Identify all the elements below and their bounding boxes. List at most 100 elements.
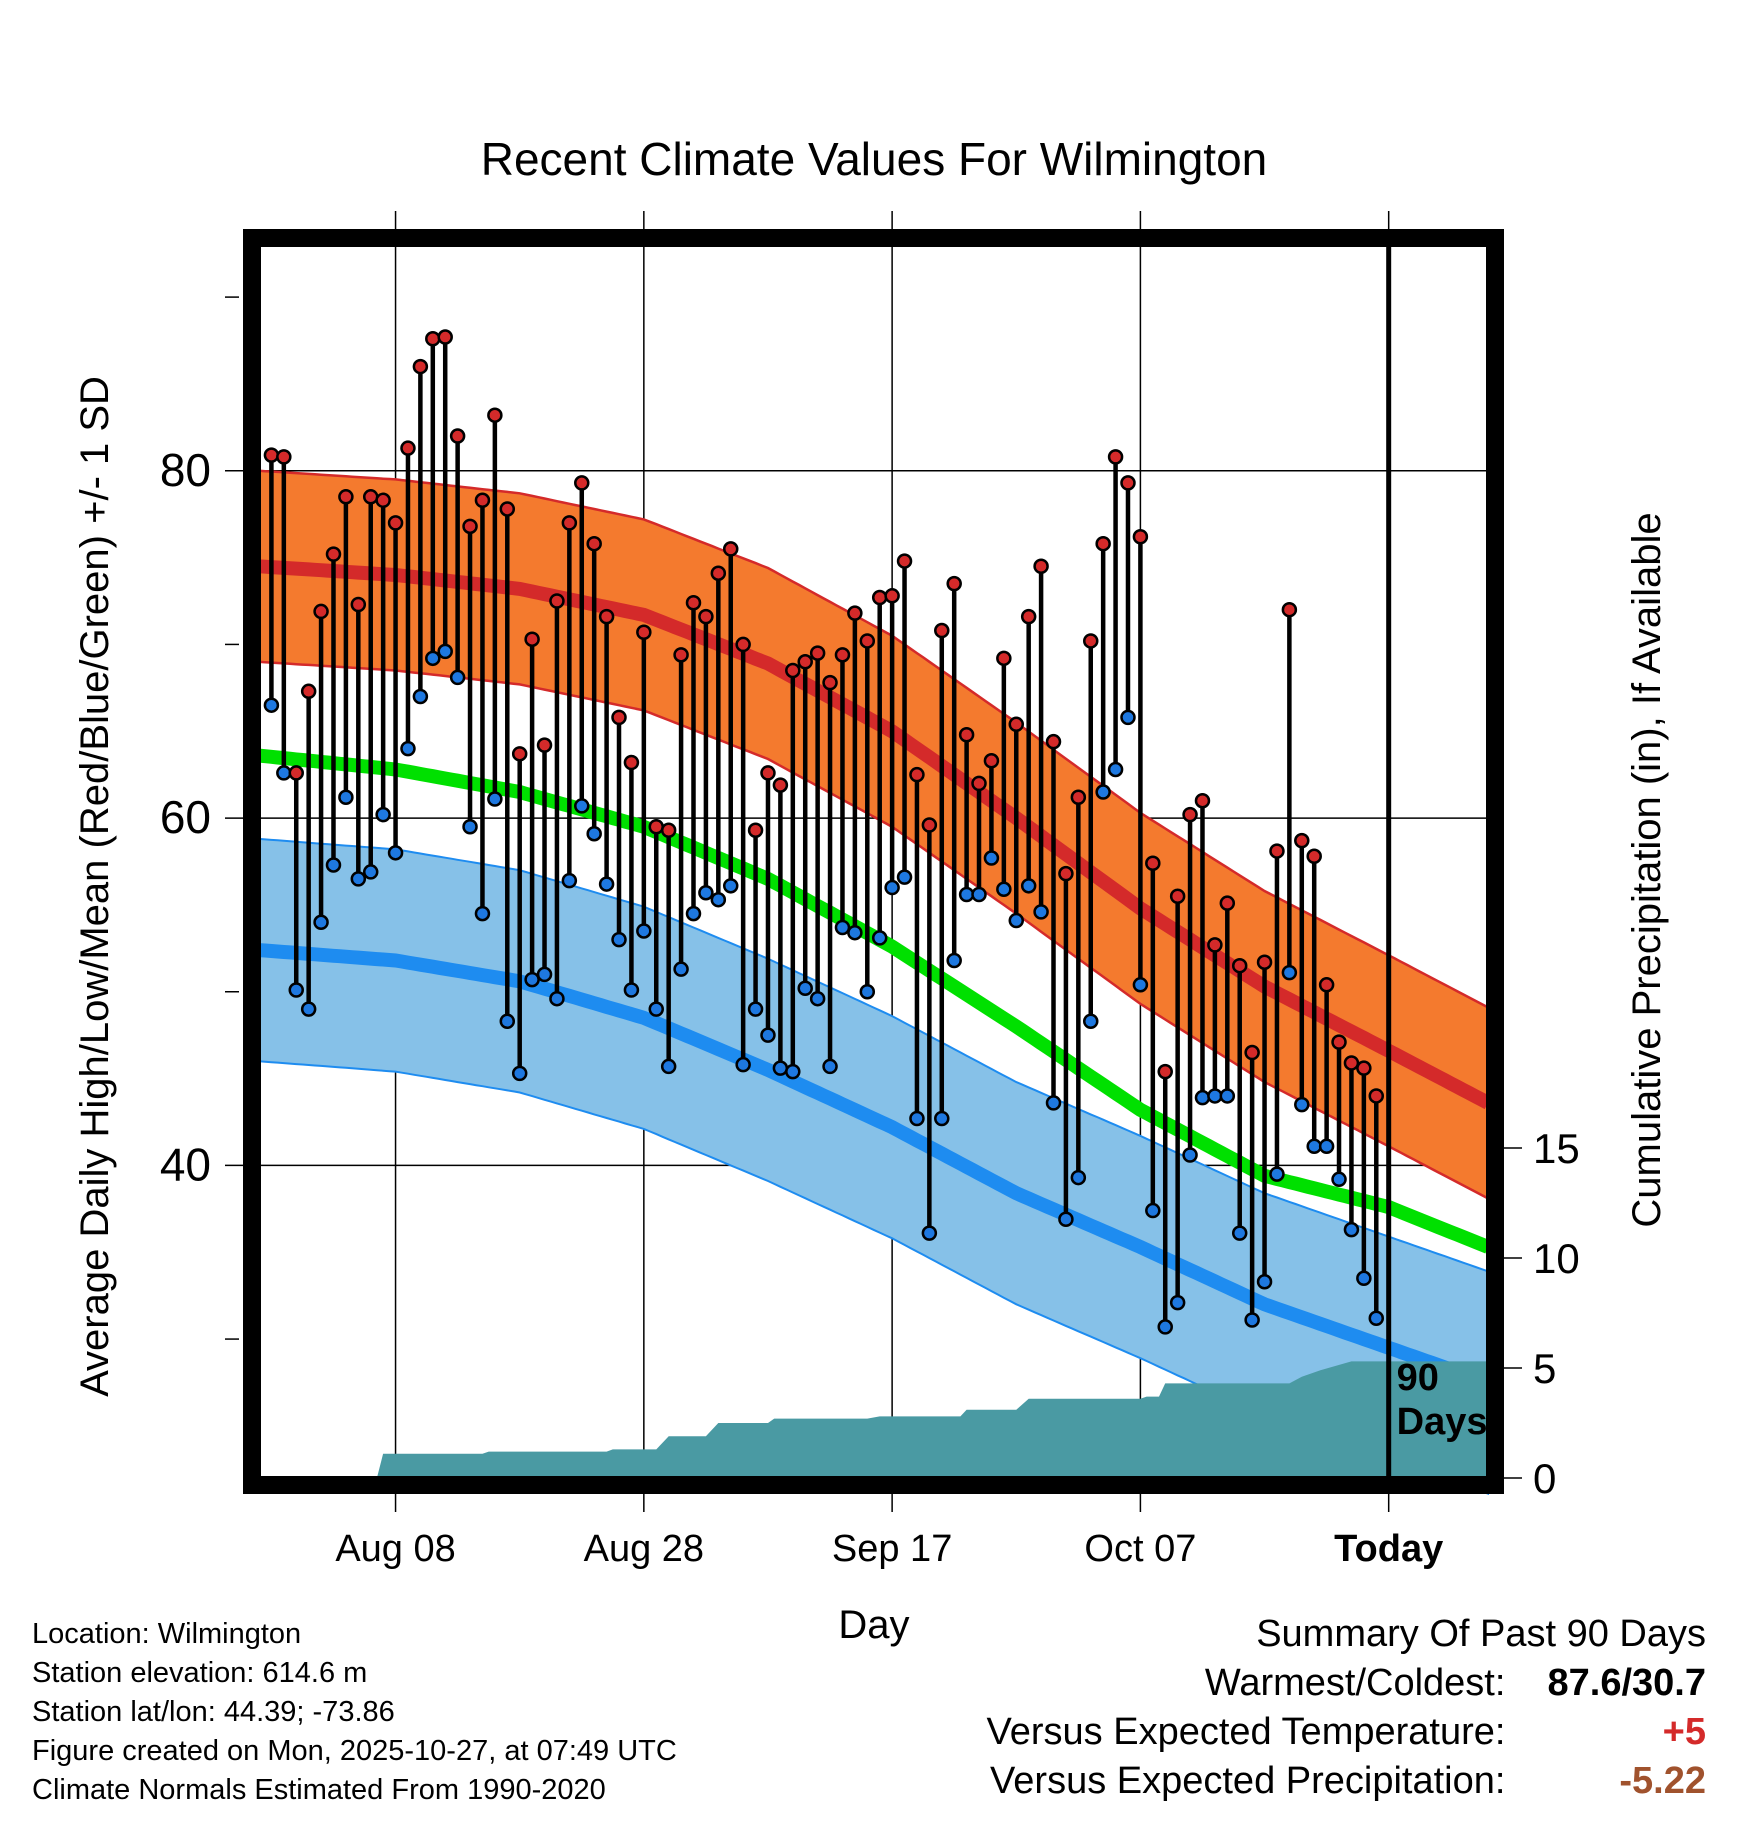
low-point bbox=[263, 697, 280, 713]
low-point bbox=[1194, 1089, 1211, 1106]
low-point bbox=[1008, 912, 1025, 929]
high-point bbox=[586, 535, 602, 552]
low-point bbox=[785, 1063, 801, 1080]
high-point bbox=[1107, 449, 1124, 465]
low-point bbox=[1343, 1221, 1360, 1238]
high-point bbox=[797, 654, 813, 670]
low-point bbox=[1368, 1310, 1385, 1326]
high-point bbox=[1207, 937, 1223, 953]
low-point bbox=[722, 878, 739, 894]
summary-precip-row: Versus Expected Precipitation: -5.22 bbox=[987, 1757, 1706, 1806]
low-point bbox=[536, 966, 553, 983]
low-point bbox=[1356, 1270, 1372, 1287]
high-point bbox=[971, 775, 987, 792]
y-axis-label-right: Cumulative Precipitation (in), If Availa… bbox=[1625, 512, 1669, 1227]
high-point bbox=[338, 489, 354, 505]
low-point bbox=[760, 1027, 776, 1043]
high-point bbox=[549, 593, 565, 609]
low-point bbox=[574, 798, 590, 814]
low-point bbox=[934, 1110, 950, 1127]
low-point bbox=[1318, 1138, 1335, 1155]
today-annotation-days-word: Days bbox=[1397, 1401, 1488, 1443]
low-point bbox=[1169, 1294, 1186, 1311]
low-point bbox=[921, 1225, 938, 1241]
low-point bbox=[276, 765, 292, 781]
high-point bbox=[1306, 848, 1322, 865]
x-axis-label: Day bbox=[838, 1603, 909, 1647]
high-point bbox=[921, 817, 938, 833]
high-point bbox=[785, 662, 801, 679]
high-point bbox=[276, 449, 292, 465]
high-point bbox=[425, 331, 441, 347]
high-point bbox=[896, 553, 913, 569]
high-point bbox=[673, 647, 689, 663]
high-point bbox=[772, 777, 789, 793]
y-tick-label-right: 10 bbox=[1533, 1235, 1580, 1282]
high-point bbox=[996, 650, 1012, 667]
high-point bbox=[375, 492, 391, 509]
high-point bbox=[362, 489, 379, 505]
low-point bbox=[772, 1060, 789, 1076]
low-point bbox=[673, 961, 689, 977]
high-point bbox=[611, 709, 627, 726]
x-tick-label: Sep 17 bbox=[832, 1528, 952, 1570]
high-point bbox=[1008, 716, 1025, 733]
low-point bbox=[586, 825, 602, 842]
low-point bbox=[958, 886, 975, 903]
x-tick-label: Aug 08 bbox=[335, 1528, 455, 1570]
low-point bbox=[549, 990, 565, 1007]
high-point bbox=[636, 624, 652, 641]
high-point bbox=[648, 819, 665, 835]
low-point bbox=[735, 1056, 751, 1073]
low-point bbox=[896, 869, 913, 885]
low-point bbox=[623, 982, 640, 998]
location-text: Location: Wilmington bbox=[32, 1618, 302, 1650]
low-point bbox=[884, 879, 900, 896]
low-point bbox=[871, 930, 888, 946]
high-point bbox=[387, 515, 404, 531]
high-point bbox=[983, 753, 1000, 769]
high-point bbox=[574, 475, 590, 491]
high-point bbox=[536, 737, 553, 753]
high-point bbox=[598, 608, 615, 625]
low-point bbox=[747, 1001, 764, 1017]
high-point bbox=[1182, 806, 1198, 823]
high-point bbox=[263, 447, 280, 463]
elevation-text: Station elevation: 614.6 m bbox=[32, 1657, 368, 1689]
low-point bbox=[1107, 761, 1124, 778]
low-point bbox=[462, 819, 478, 835]
summary-warmest-row: Warmest/Coldest: 87.6/30.7 bbox=[987, 1659, 1706, 1708]
y-tick-label-right: 5 bbox=[1533, 1345, 1556, 1392]
low-point bbox=[1294, 1096, 1310, 1113]
high-point bbox=[1082, 633, 1099, 649]
low-point bbox=[375, 806, 391, 823]
low-point bbox=[400, 740, 416, 757]
high-point bbox=[1231, 957, 1248, 974]
high-point bbox=[561, 515, 578, 531]
station-metadata: Location: Wilmington Station elevation: … bbox=[32, 1615, 677, 1810]
high-point bbox=[1368, 1088, 1385, 1104]
high-point bbox=[437, 329, 453, 345]
summary-temp-row: Versus Expected Temperature: +5 bbox=[987, 1708, 1706, 1757]
low-point bbox=[449, 669, 466, 686]
high-point bbox=[660, 822, 677, 838]
high-point bbox=[698, 608, 714, 625]
high-point bbox=[1294, 832, 1310, 849]
summary-title: Summary Of Past 90 Days bbox=[1256, 1613, 1706, 1655]
high-point bbox=[884, 588, 900, 604]
high-point bbox=[462, 518, 478, 535]
low-point bbox=[983, 850, 1000, 866]
low-point bbox=[362, 864, 379, 880]
y-axis-label-left: Average Daily High/Low/Mean (Red/Blue/Gr… bbox=[73, 376, 117, 1397]
high-point bbox=[1157, 1063, 1173, 1080]
high-point bbox=[1169, 888, 1186, 904]
low-point bbox=[1070, 1169, 1087, 1186]
low-point bbox=[1256, 1274, 1273, 1290]
high-point bbox=[871, 589, 888, 606]
low-point bbox=[561, 872, 578, 889]
low-point bbox=[1045, 1095, 1062, 1111]
low-point bbox=[524, 971, 540, 988]
high-point bbox=[1356, 1060, 1372, 1076]
